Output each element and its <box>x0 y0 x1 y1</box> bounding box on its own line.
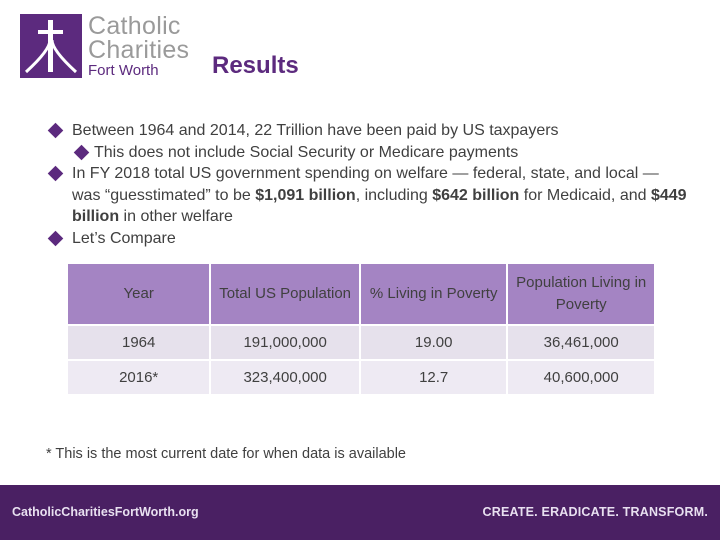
logo-line-catholic: Catholic <box>88 12 181 40</box>
table-cell: 19.00 <box>360 326 507 359</box>
bullet-text: Let’s Compare <box>72 229 176 247</box>
catholic-charities-logo: Catholic Charities Fort Worth <box>20 14 200 80</box>
header-population-poverty: Population Living in Poverty <box>508 264 654 324</box>
diamond-bullet-icon <box>47 230 64 246</box>
header-total-population: Total US Population <box>211 264 359 324</box>
logo-line-charities: Charities <box>88 36 190 64</box>
cross-logo-icon <box>20 14 82 78</box>
table-cell: 12.7 <box>360 361 507 394</box>
bullet-text: for Medicaid, and <box>519 186 651 204</box>
bullet-text: , including <box>355 186 433 204</box>
diamond-bullet-icon <box>47 122 64 139</box>
bullet-emphasis: $449 billion <box>72 186 687 226</box>
bullet-text: This does not include Social Security or… <box>94 143 519 161</box>
table-cell: 40,600,000 <box>508 361 654 394</box>
diamond-bullet-icon <box>47 165 64 182</box>
table-cell: 36,461,000 <box>508 326 654 359</box>
footer-bar: CatholicCharitiesFortWorth.org CREATE. E… <box>0 485 720 540</box>
bullet-item: In FY 2018 total US government spending … <box>47 163 688 228</box>
table-cell: 191,000,000 <box>211 326 359 359</box>
sub-bullet-item: This does not include Social Security or… <box>48 142 688 164</box>
diamond-bullet-icon <box>73 144 90 160</box>
bullet-emphasis: $1,091 billion <box>255 186 356 204</box>
logo-line-fort-worth: Fort Worth <box>88 62 159 79</box>
table-cell: 323,400,000 <box>211 361 359 394</box>
bullet-emphasis: $642 billion <box>432 186 520 204</box>
logo-wordmark: Catholic Charities Fort Worth <box>88 14 189 80</box>
bullet-text: in other welfare <box>119 208 233 225</box>
bullet-list: Between 1964 and 2014, 22 Trillion have … <box>47 120 688 250</box>
bullet-item: Let’s Compare <box>47 228 688 250</box>
footer-website: CatholicCharitiesFortWorth.org <box>12 505 199 519</box>
table-row: 2016* 323,400,000 12.7 40,600,000 <box>68 361 654 394</box>
table-cell: 2016* <box>68 361 210 394</box>
header-percent-poverty: % Living in Poverty <box>360 264 507 324</box>
poverty-comparison-table: Year Total US Population % Living in Pov… <box>66 262 656 396</box>
bullet-item: Between 1964 and 2014, 22 Trillion have … <box>47 120 688 142</box>
footer-tagline: CREATE. ERADICATE. TRANSFORM. <box>482 505 708 519</box>
table-cell: 1964 <box>68 326 210 359</box>
bullet-text: In FY 2018 total US government spending … <box>72 165 659 204</box>
slide-title: Results <box>212 52 299 79</box>
bullet-text: Between 1964 and 2014, 22 Trillion have … <box>72 122 559 139</box>
table-header-row: Year Total US Population % Living in Pov… <box>68 264 654 324</box>
footnote: * This is the most current date for when… <box>46 446 407 462</box>
table-row: 1964 191,000,000 19.00 36,461,000 <box>68 326 654 359</box>
header-year: Year <box>68 264 210 324</box>
